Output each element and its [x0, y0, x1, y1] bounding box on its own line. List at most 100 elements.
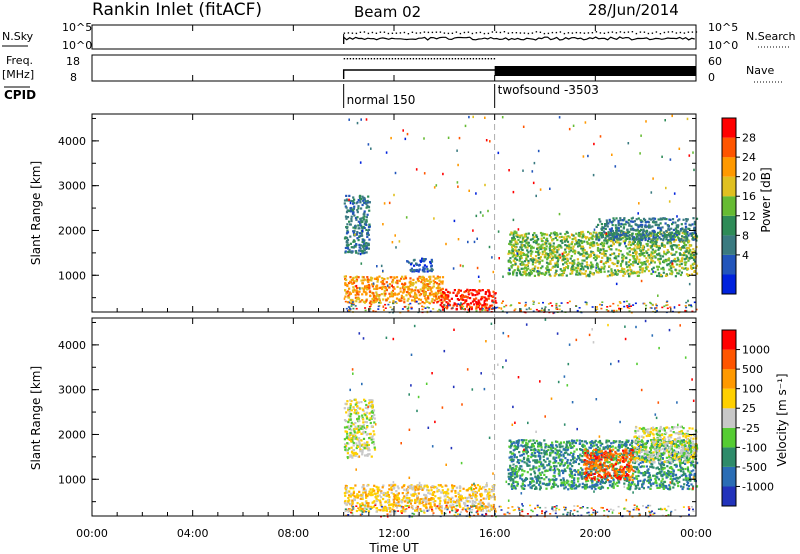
data-cell: [540, 244, 543, 247]
data-cell: [671, 223, 674, 226]
data-cell: [648, 234, 651, 237]
data-cell: [682, 486, 685, 489]
data-cell: [438, 299, 441, 302]
data-cell: [595, 266, 597, 269]
data-cell: [549, 262, 552, 265]
data-cell: [532, 233, 535, 237]
data-cell: [393, 193, 395, 197]
data-cell: [395, 246, 397, 249]
data-cell: [395, 276, 399, 279]
data-cell: [642, 244, 645, 247]
data-cell: [376, 495, 379, 498]
data-cell: [596, 254, 599, 257]
data-cell: [350, 400, 353, 403]
data-cell: [361, 443, 364, 446]
data-cell: [529, 244, 532, 247]
data-cell: [637, 463, 640, 466]
data-cell: [585, 303, 588, 306]
data-cell: [399, 287, 402, 290]
data-cell: [393, 484, 396, 487]
data-cell: [603, 250, 606, 253]
data-cell: [373, 484, 376, 487]
data-cell: [632, 242, 635, 246]
data-cell: [624, 242, 626, 245]
data-cell: [478, 280, 481, 283]
data-cell: [591, 234, 594, 237]
data-cell: [388, 496, 391, 499]
data-cell: [429, 260, 432, 264]
data-cell: [682, 254, 685, 257]
data-cell: [371, 301, 374, 304]
data-cell: [379, 301, 382, 304]
data-cell: [613, 309, 615, 312]
data-cell: [661, 461, 664, 464]
data-cell: [359, 234, 362, 237]
data-cell: [562, 256, 565, 259]
data-cell: [346, 231, 350, 234]
data-cell: [693, 231, 697, 234]
freq-left-label: Freq.: [6, 54, 33, 67]
data-cell: [458, 504, 461, 507]
data-cell: [456, 303, 459, 306]
data-cell: [551, 252, 554, 255]
data-cell: [400, 510, 403, 513]
data-cell: [365, 500, 368, 503]
data-cell: [487, 495, 490, 498]
data-cell: [621, 219, 624, 222]
data-cell: [352, 307, 355, 310]
data-cell: [507, 483, 510, 486]
data-cell: [630, 243, 633, 247]
data-cell: [411, 299, 414, 302]
data-cell: [646, 469, 649, 472]
data-cell: [585, 274, 588, 278]
data-cell: [624, 223, 627, 226]
data-cell: [364, 309, 367, 312]
data-cell: [377, 486, 380, 489]
data-cell: [688, 251, 690, 255]
data-cell: [348, 447, 351, 450]
data-cell: [362, 418, 365, 421]
data-cell: [533, 274, 536, 277]
data-cell: [556, 308, 559, 310]
beam-label: Beam 02: [354, 3, 421, 21]
data-cell: [361, 252, 364, 255]
data-cell: [354, 425, 357, 428]
data-cell: [467, 308, 470, 311]
data-cell: [517, 238, 520, 242]
data-cell: [552, 242, 555, 245]
data-cell: [431, 509, 434, 512]
data-cell: [485, 307, 488, 310]
data-cell: [599, 251, 602, 254]
data-cell: [570, 233, 573, 236]
data-cell: [557, 244, 560, 247]
data-cell: [354, 305, 357, 307]
data-cell: [365, 292, 368, 295]
data-cell: [368, 238, 371, 241]
data-cell: [638, 239, 641, 242]
data-cell: [563, 251, 566, 254]
data-cell: [396, 498, 399, 502]
data-cell: [569, 249, 572, 252]
data-cell: [355, 297, 358, 300]
data-cell: [549, 253, 552, 256]
data-cell: [603, 265, 606, 268]
data-cell: [460, 496, 463, 499]
data-cell: [532, 241, 535, 244]
nave-point: [373, 58, 376, 60]
data-cell: [601, 304, 603, 306]
data-cell: [345, 430, 348, 433]
data-cell: [430, 290, 433, 293]
data-cell: [665, 474, 668, 477]
data-cell: [511, 264, 514, 267]
data-cell: [595, 271, 598, 274]
data-cell: [581, 230, 584, 233]
data-cell: [540, 234, 543, 237]
data-cell: [535, 242, 538, 245]
data-cell: [630, 482, 633, 485]
data-cell: [628, 303, 631, 305]
data-cell: [606, 275, 609, 278]
data-cell: [423, 280, 426, 283]
data-cell: [667, 263, 670, 266]
data-cell: [671, 218, 675, 221]
data-cell: [556, 233, 559, 236]
